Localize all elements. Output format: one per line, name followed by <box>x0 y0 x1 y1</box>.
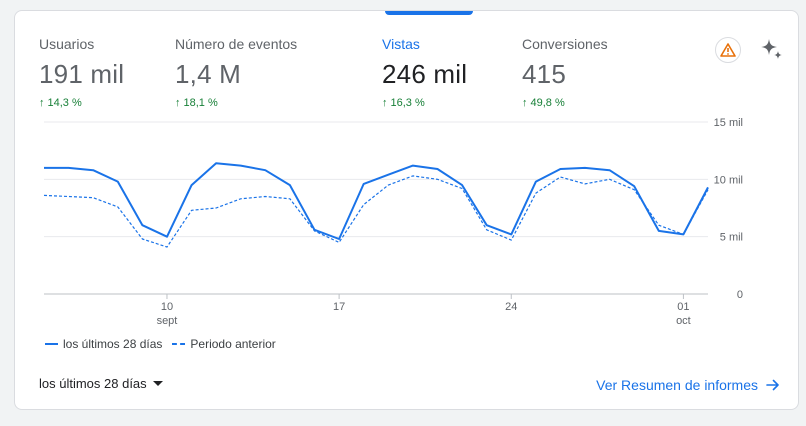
metric-label: Vistas <box>382 36 420 52</box>
y-tick-label: 15 mil <box>714 117 743 129</box>
metric-change: ↑ 14,3 % <box>39 97 124 109</box>
insights-button[interactable] <box>757 35 785 63</box>
caret-down-icon <box>152 381 163 386</box>
metric-value: 246 mil <box>382 59 468 89</box>
x-tick-sublabel: oct <box>676 315 691 327</box>
x-tick-label: 17 <box>333 301 345 313</box>
warning-triangle-icon <box>720 43 736 57</box>
legend-label-previous: Periodo anterior <box>190 337 276 351</box>
warning-button[interactable] <box>715 37 741 63</box>
metric-change-value: 14,3 % <box>47 97 82 109</box>
chart-legend: los últimos 28 días Periodo anterior <box>45 337 286 351</box>
series-line-previous <box>43 175 709 248</box>
metric-change-value: 49,8 % <box>530 97 565 109</box>
date-range-label: los últimos 28 días <box>39 376 147 391</box>
metric-tab-eventos[interactable]: Número de eventos 1,4 M ↑ 18,1 % <box>175 36 297 109</box>
sparkle-icon <box>761 39 782 59</box>
y-tick-label: 10 mil <box>714 174 743 186</box>
series-line-current <box>44 162 709 240</box>
arrow-up-icon: ↑ <box>382 97 388 109</box>
metric-value: 415 <box>522 59 566 89</box>
metric-change: ↑ 18,1 % <box>175 97 297 109</box>
metric-label: Número de eventos <box>175 36 298 52</box>
report-card: Usuarios 191 mil ↑ 14,3 % Número de event… <box>14 10 799 410</box>
metric-value: 191 mil <box>39 59 125 89</box>
metric-change: ↑ 49,8 % <box>522 97 608 109</box>
metric-tab-conversiones[interactable]: Conversiones 415 ↑ 49,8 % <box>522 36 608 109</box>
view-report-label: Ver Resumen de informes <box>596 377 758 393</box>
arrow-right-icon <box>766 378 780 392</box>
metric-change-value: 18,1 % <box>183 97 218 109</box>
x-tick-sublabel: sept <box>157 315 178 327</box>
metric-tab-vistas[interactable]: Vistas 246 mil ↑ 16,3 % <box>382 36 467 109</box>
y-tick-label: 0 <box>737 289 743 301</box>
legend-swatch-dashed <box>172 343 186 345</box>
metric-value: 1,4 M <box>175 59 242 89</box>
legend-label-current: los últimos 28 días <box>63 337 163 351</box>
legend-swatch-solid <box>45 343 58 345</box>
arrow-up-icon: ↑ <box>522 97 528 109</box>
metric-change: ↑ 16,3 % <box>382 97 467 109</box>
arrow-up-icon: ↑ <box>175 97 181 109</box>
date-range-dropdown[interactable]: los últimos 28 días <box>39 376 163 391</box>
metric-tab-usuarios[interactable]: Usuarios 191 mil ↑ 14,3 % <box>39 36 124 109</box>
legend-item-previous: Periodo anterior <box>172 337 276 351</box>
metric-change-value: 16,3 % <box>390 97 425 109</box>
active-tab-indicator <box>385 11 473 15</box>
legend-item-current: los últimos 28 días <box>45 337 162 351</box>
arrow-up-icon: ↑ <box>39 97 45 109</box>
x-tick-label: 10 <box>161 301 173 313</box>
metric-label: Conversiones <box>522 36 608 52</box>
y-tick-label: 5 mil <box>720 232 743 244</box>
x-tick-label: 01 <box>677 301 689 313</box>
metric-label: Usuarios <box>39 36 95 52</box>
view-report-link[interactable]: Ver Resumen de informes <box>596 377 780 393</box>
line-chart: 15 mil 10 mil 5 mil 0 10 sept 17 24 01 oct <box>43 117 743 327</box>
x-tick-label: 24 <box>505 301 517 313</box>
